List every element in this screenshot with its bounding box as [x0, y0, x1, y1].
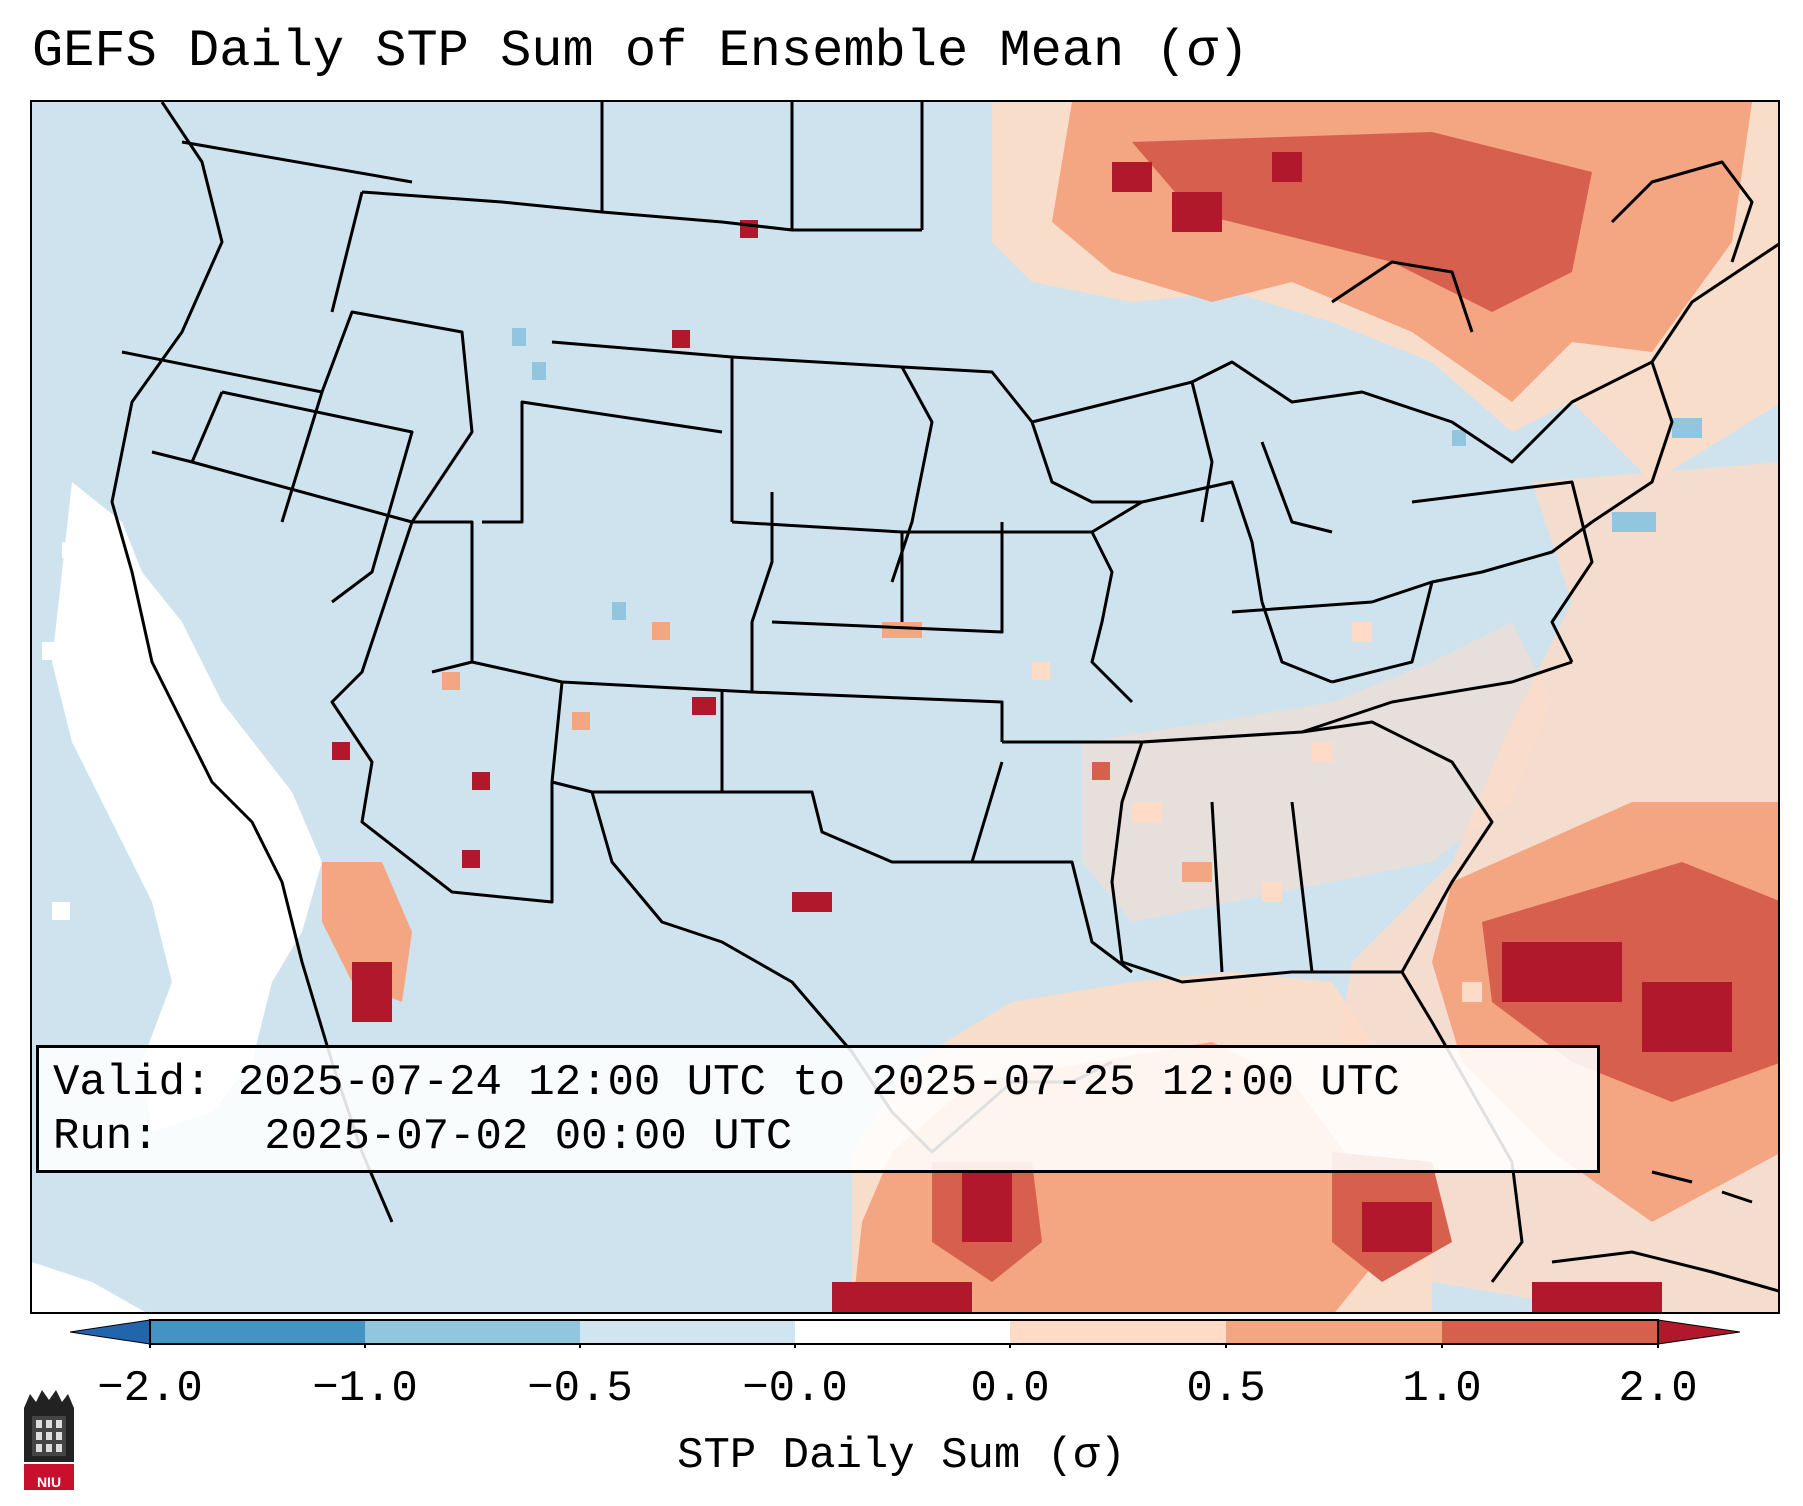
boundaries	[110, 102, 1778, 1283]
niu-logo-icon	[24, 1390, 74, 1490]
valid-value: 2025-07-24 12:00 UTC to 2025-07-25 12:00…	[237, 1058, 1400, 1108]
colorbar-svg	[69, 1319, 1741, 1350]
colorbar-tick-label: −0.5	[527, 1364, 633, 1414]
colorbar	[69, 1318, 1741, 1350]
colorbar-tick-label: −2.0	[97, 1364, 203, 1414]
pacific-white-patches	[32, 482, 322, 1312]
colorbar-bin	[1442, 1320, 1658, 1344]
valid-prefix: Valid:	[53, 1058, 212, 1108]
logo-text: NIU	[36, 1474, 62, 1490]
colorbar-under-extend	[69, 1319, 151, 1345]
colorbar-tick-label: −0.0	[742, 1364, 848, 1414]
run-value: 2025-07-02 00:00 UTC	[264, 1112, 793, 1162]
anomaly-regions-max	[352, 152, 1732, 1312]
colorbar-outline	[149, 1319, 1659, 1345]
colorbar-tick-label: 0.0	[970, 1364, 1050, 1414]
colorbar-bin	[1010, 1320, 1226, 1344]
run-prefix: Run:	[53, 1112, 159, 1162]
colorbar-bin	[795, 1320, 1010, 1344]
colorbar-bin	[365, 1320, 580, 1344]
colorbar-tick-label: 0.5	[1186, 1364, 1266, 1414]
validity-info-box: Valid: 2025-07-24 12:00 UTC to 2025-07-2…	[36, 1045, 1600, 1173]
colorbar-tick-label: 2.0	[1618, 1364, 1698, 1414]
niu-logo: NIU	[20, 1388, 78, 1492]
colorbar-over-extend	[1657, 1319, 1741, 1345]
caribbean-outlines	[1551, 1170, 1778, 1293]
colorbar-bin	[150, 1320, 365, 1344]
page-title: GEFS Daily STP Sum of Ensemble Mean (σ)	[32, 22, 1249, 81]
colorbar-tick-label: 1.0	[1402, 1364, 1482, 1414]
valid-row: Valid: 2025-07-24 12:00 UTC to 2025-07-2…	[53, 1056, 1583, 1110]
colorbar-bin	[580, 1320, 795, 1344]
run-row: Run: 2025-07-02 00:00 UTC	[53, 1110, 1583, 1164]
colorbar-tick-label: −1.0	[312, 1364, 418, 1414]
colorbar-bin	[1226, 1320, 1442, 1344]
scattered-cells	[332, 220, 1702, 1002]
colorbar-label: STP Daily Sum (σ)	[677, 1431, 1126, 1481]
